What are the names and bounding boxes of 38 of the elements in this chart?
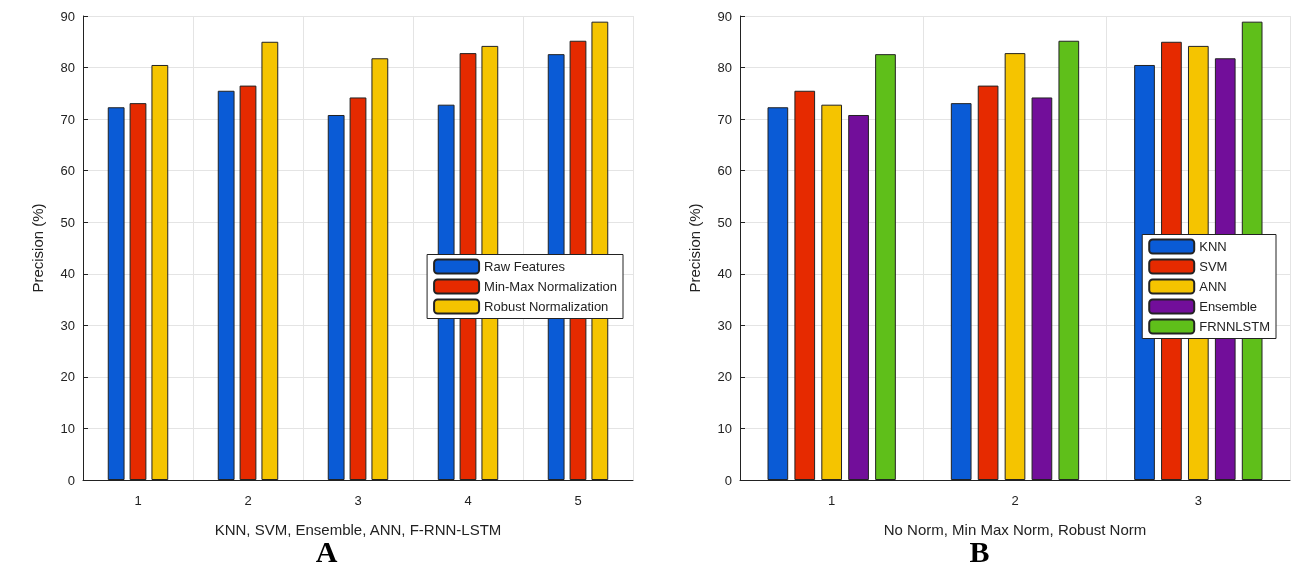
y-tick-label: 50 [717, 214, 732, 230]
y-tick-label: 90 [717, 8, 732, 24]
y-axis-title: Precision (%) [686, 203, 703, 293]
x-tick-label: 2 [1011, 493, 1019, 508]
legend-label: Raw Features [484, 259, 566, 274]
y-tick-label: 50 [60, 214, 75, 230]
y-axis-title: Precision (%) [29, 203, 46, 293]
y-tick-label: 80 [717, 60, 732, 76]
y-tick-label: 80 [60, 60, 75, 76]
x-tick-label: 4 [464, 493, 472, 508]
y-tick-label: 20 [717, 369, 732, 385]
y-tick-label: 60 [60, 163, 75, 179]
legend-label: SVM [1199, 259, 1228, 274]
y-tick-label: 40 [60, 266, 75, 282]
legend-label: Robust Normalization [484, 299, 609, 314]
y-tick-label: 60 [717, 163, 732, 179]
y-tick-label: 70 [60, 111, 75, 127]
y-tick-label: 30 [717, 317, 732, 333]
y-tick-label: 0 [67, 472, 75, 488]
y-tick-label: 20 [60, 369, 75, 385]
y-tick-label: 70 [717, 111, 732, 127]
x-tick-label: 1 [134, 493, 142, 508]
y-tick-label: 10 [717, 420, 732, 436]
legend-label: FRNNLSTM [1199, 319, 1270, 334]
x-tick-label: 1 [828, 493, 836, 508]
x-tick-label: 3 [1194, 493, 1202, 508]
y-tick-label: 10 [60, 420, 75, 436]
x-tick-label: 3 [354, 493, 362, 508]
y-tick-label: 90 [60, 8, 75, 24]
y-tick-label: 30 [60, 317, 75, 333]
x-tick-label: 2 [244, 493, 252, 508]
legend-label: Ensemble [1199, 299, 1258, 314]
y-tick-label: 0 [724, 472, 732, 488]
legend-label: Min-Max Normalization [484, 279, 617, 294]
x-tick-label: 5 [574, 493, 582, 508]
legend-label: ANN [1199, 279, 1227, 294]
legend-label: KNN [1199, 239, 1227, 254]
y-tick-label: 40 [717, 266, 732, 282]
